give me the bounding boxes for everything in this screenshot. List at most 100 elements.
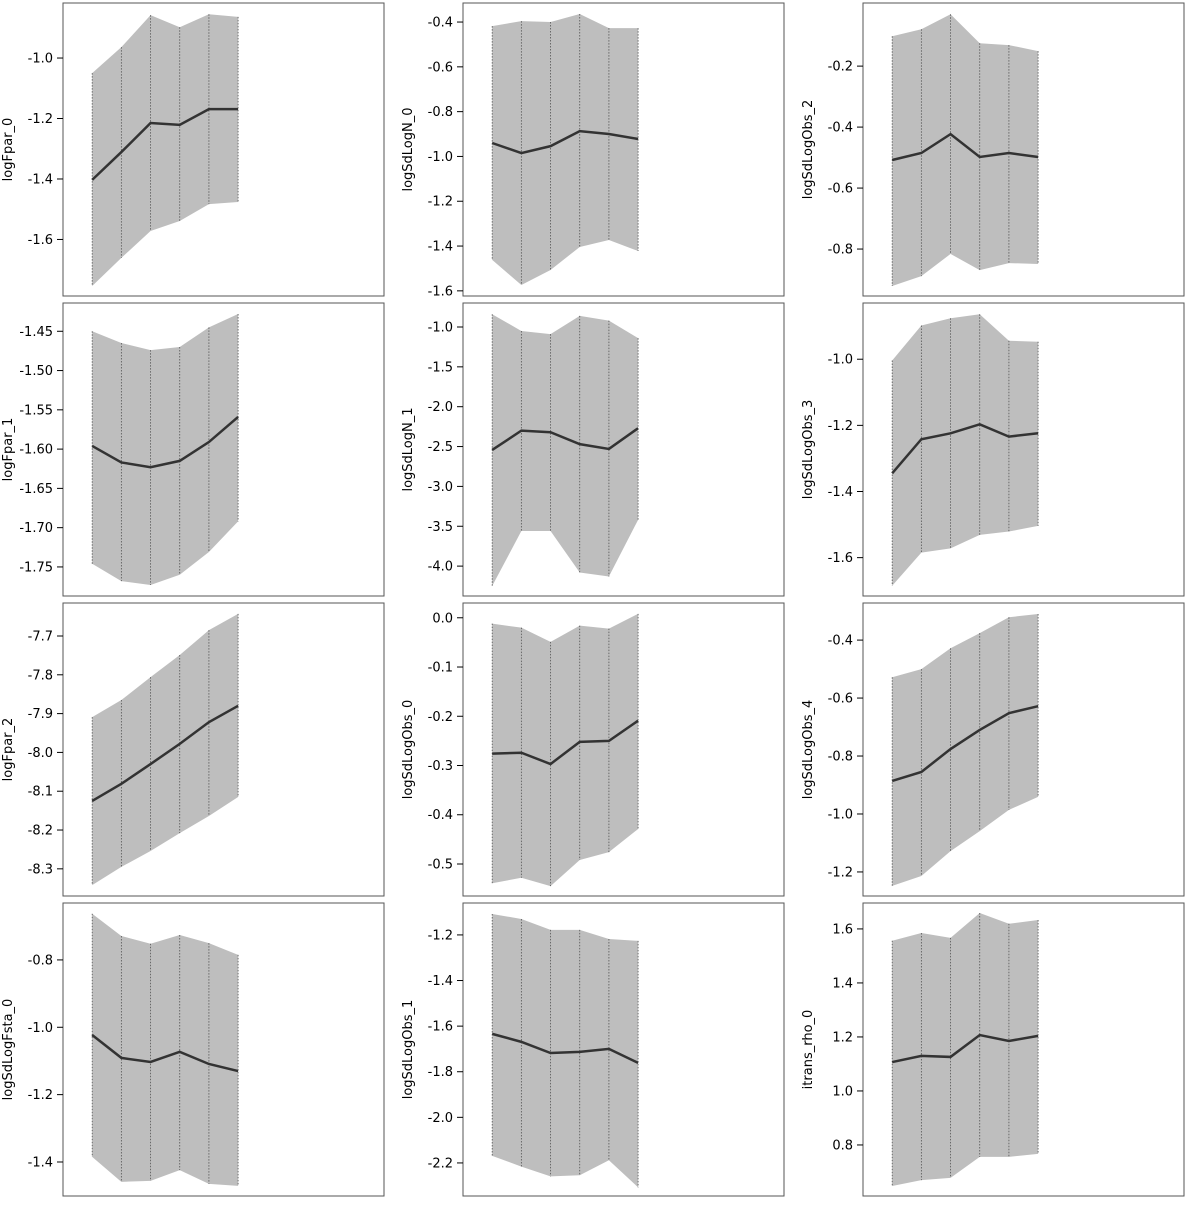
- estimate-line: [891, 1033, 1039, 1064]
- y-tick-label: 1.2: [832, 1030, 853, 1045]
- estimate-line: [891, 132, 1039, 162]
- plot-frame: [862, 602, 1185, 897]
- panel-logFpar_0: -1.6 -1.4 -1.2 -1.0 logFpar_0: [1, 2, 385, 297]
- y-tick-label: -1.2: [428, 195, 453, 210]
- y-tick-label: -1.2: [428, 928, 453, 943]
- y-tick-label: -1.0: [28, 52, 53, 67]
- confidence-band: [492, 314, 639, 587]
- y-axis-label: logFpar_2: [1, 718, 16, 782]
- y-tick-label: -3.5: [428, 520, 453, 535]
- plot-frame: [462, 602, 785, 897]
- estimate-line: [491, 1032, 639, 1064]
- y-tick-label: -8.1: [28, 785, 53, 800]
- y-tick-label: -1.6: [428, 284, 453, 299]
- panel-logSdLogObs_1: -2.2 -2.0 -1.8 -1.6 -1.4 -1.2 logSdLogObs_1: [401, 902, 785, 1197]
- y-tick-label: -7.9: [28, 707, 53, 722]
- plot-frame: [862, 2, 1185, 297]
- confidence-band: [892, 314, 1039, 586]
- estimate-line: [91, 1034, 239, 1073]
- y-tick-label: -2.5: [428, 440, 453, 455]
- y-tick-label: -0.2: [828, 60, 853, 75]
- y-tick-label: -1.60: [19, 443, 53, 458]
- y-tick-label: 1.0: [832, 1084, 853, 1099]
- y-tick-label: -1.55: [19, 403, 53, 418]
- y-tick-label: -0.3: [428, 759, 453, 774]
- y-tick-label: -1.4: [28, 172, 53, 187]
- y-tick-label: -0.6: [828, 692, 853, 707]
- y-axis-label: logSdLogN_1: [401, 407, 416, 491]
- y-axis-label: logSdLogFsta_0: [1, 999, 16, 1101]
- estimate-line: [891, 704, 1039, 783]
- y-tick-label: 0.8: [832, 1138, 853, 1153]
- y-tick-label: -0.2: [428, 710, 453, 725]
- y-tick-label: -1.45: [19, 325, 53, 340]
- panel-logSdLogN_1: -4.0 -3.5 -3.0 -2.5 -2.0 -1.5 -1.0 logSdLogN_1: [401, 302, 785, 597]
- y-tick-label: -0.6: [828, 182, 853, 197]
- plot-frame: [462, 302, 785, 597]
- plot-frame: [462, 902, 785, 1197]
- y-tick-label: -1.0: [28, 1021, 53, 1036]
- y-axis-label: logSdLogN_0: [401, 107, 416, 191]
- y-tick-label: -7.7: [28, 629, 53, 644]
- y-tick-label: -1.2: [828, 419, 853, 434]
- y-tick-label: -3.0: [428, 480, 453, 495]
- plot-frame: [462, 2, 785, 297]
- confidence-band: [492, 913, 639, 1188]
- estimate-line: [91, 704, 239, 802]
- confidence-band: [92, 613, 239, 886]
- y-tick-label: -0.4: [828, 634, 853, 649]
- y-axis-label: itrans_rho_0: [801, 1010, 816, 1090]
- y-tick-label: -1.0: [828, 807, 853, 822]
- y-tick-label: -8.3: [28, 862, 53, 877]
- plot-frame: [62, 902, 385, 1197]
- y-tick-label: -2.0: [428, 400, 453, 415]
- estimate-line: [91, 415, 239, 469]
- plot-frame: [62, 602, 385, 897]
- y-tick-label: -1.2: [828, 865, 853, 880]
- y-tick-label: -0.4: [428, 808, 453, 823]
- estimate-line: [492, 719, 639, 766]
- confidence-band: [92, 14, 239, 287]
- y-tick-label: -1.4: [428, 240, 453, 255]
- y-tick-label: -1.4: [28, 1155, 53, 1170]
- y-tick-label: -1.6: [828, 551, 853, 566]
- y-tick-label: -0.5: [428, 857, 453, 872]
- y-axis-label: logSdLogObs_1: [401, 1000, 416, 1100]
- y-axis-label: logSdLogObs_2: [801, 100, 816, 200]
- y-tick-label: -4.0: [428, 560, 453, 575]
- y-axis-label: logSdLogObs_3: [801, 400, 816, 500]
- y-tick-label: -1.8: [428, 1065, 453, 1080]
- estimate-line: [491, 129, 639, 155]
- y-tick-label: -1.0: [428, 150, 453, 165]
- y-tick-label: -0.8: [28, 953, 53, 968]
- y-tick-label: -1.0: [428, 320, 453, 335]
- confidence-band: [892, 912, 1039, 1187]
- y-tick-label: -0.1: [428, 661, 453, 676]
- panel-logSdLogObs_4: -1.2 -1.0 -0.8 -0.6 -0.4 logSdLogObs_4: [801, 602, 1185, 897]
- y-tick-label: 0.0: [432, 611, 453, 626]
- y-tick-label: -1.50: [19, 364, 53, 379]
- y-tick-label: -1.5: [428, 360, 453, 375]
- confidence-band: [492, 13, 639, 286]
- y-tick-label: -2.0: [428, 1111, 453, 1126]
- y-tick-label: -2.2: [428, 1156, 453, 1171]
- panel-logSdLogObs_3: -1.6 -1.4 -1.2 -1.0 logSdLogObs_3: [801, 302, 1185, 597]
- y-tick-label: -0.8: [428, 105, 453, 120]
- y-tick-label: -7.8: [28, 668, 53, 683]
- y-axis-label: logFpar_0: [1, 118, 16, 182]
- y-tick-label: -8.0: [28, 746, 53, 761]
- y-tick-label: -1.4: [428, 974, 453, 989]
- estimate-line: [891, 423, 1039, 475]
- panel-logSdLogFsta_0: -1.4 -1.2 -1.0 -0.8 logSdLogFsta_0: [1, 902, 385, 1197]
- y-tick-label: -1.6: [28, 233, 53, 248]
- y-tick-label: -0.8: [828, 750, 853, 765]
- y-tick-label: -1.65: [19, 482, 53, 497]
- panel-logFpar_1: -1.75 -1.70 -1.65 -1.60 -1.55 -1.50 -1.45 logFp…: [1, 302, 385, 597]
- y-tick-label: -8.2: [28, 824, 53, 839]
- y-axis-label: logSdLogObs_4: [801, 700, 816, 800]
- plot-frame: [62, 2, 385, 297]
- y-tick-label: -0.4: [428, 16, 453, 31]
- y-tick-label: -1.6: [428, 1020, 453, 1035]
- panel-logFpar_2: -8.3 -8.2 -8.1 -8.0 -7.9 -7.8 -7.7 logFpar_2: [1, 602, 385, 897]
